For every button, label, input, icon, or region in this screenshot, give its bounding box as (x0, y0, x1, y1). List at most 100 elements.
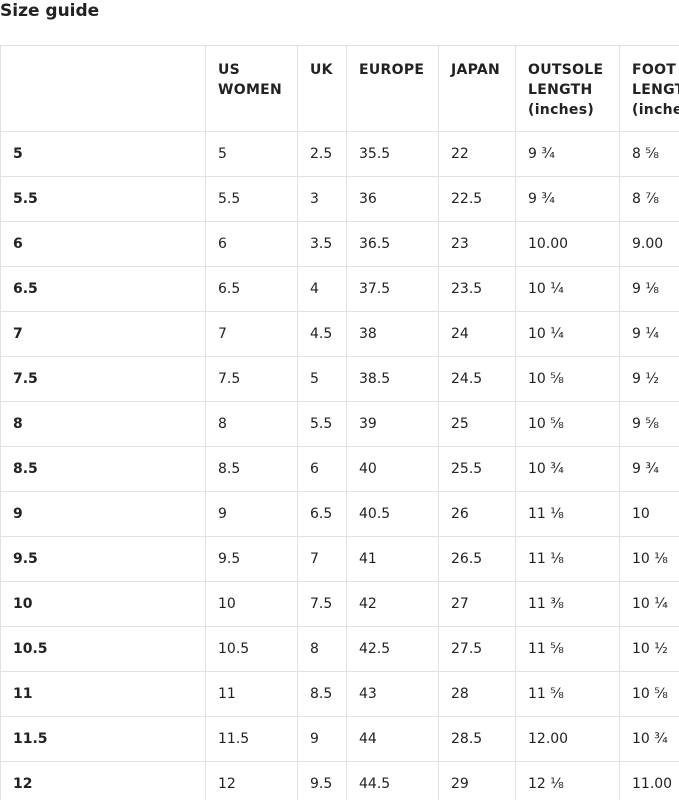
size-cell: 5.5 (0, 176, 206, 222)
table-cell: 22 (438, 131, 516, 177)
table-cell: 6.5 (205, 266, 298, 312)
header-line: UK (310, 62, 333, 78)
table-cell: 6.5 (297, 491, 347, 537)
table-cell: 11 ⅝ (515, 626, 620, 672)
table-cell: 9 (297, 716, 347, 762)
table-cell: 40.5 (346, 491, 439, 537)
table-cell: 9 ⅝ (619, 401, 679, 447)
table-cell: 25.5 (438, 446, 516, 492)
header-line: LENGTH (632, 82, 679, 98)
header-line: FOOT (632, 62, 677, 78)
size-cell: 12 (0, 761, 206, 800)
table-cell: 26.5 (438, 536, 516, 582)
size-cell: 10.5 (0, 626, 206, 672)
table-row: 12 12 9.5 44.5 29 12 ⅛ 11.00 (0, 761, 679, 800)
table-cell: 10 ¼ (619, 581, 679, 627)
table-cell: 41 (346, 536, 439, 582)
table-cell: 3 (297, 176, 347, 222)
header-line: US (218, 62, 241, 78)
table-cell: 42 (346, 581, 439, 627)
table-cell: 4 (297, 266, 347, 312)
size-table: US WOMEN UK EUROPE JAPAN OUTSOLE LENGTH (inches… (0, 45, 679, 800)
table-cell: 23.5 (438, 266, 516, 312)
table-cell: 40 (346, 446, 439, 492)
table-row: 11 11 8.5 43 28 11 ⅝ 10 ⅝ (0, 671, 679, 717)
size-cell: 7.5 (0, 356, 206, 402)
table-cell: 8 (297, 626, 347, 672)
table-cell: 36.5 (346, 221, 439, 267)
table-cell: 4.5 (297, 311, 347, 357)
table-cell: 10 ⅛ (619, 536, 679, 582)
table-row: 9.5 9.5 7 41 26.5 11 ⅛ 10 ⅛ (0, 536, 679, 582)
table-cell: 36 (346, 176, 439, 222)
table-cell: 29 (438, 761, 516, 800)
size-cell: 8 (0, 401, 206, 447)
table-cell: 7 (205, 311, 298, 357)
table-cell: 11 ⅜ (515, 581, 620, 627)
size-cell: 11 (0, 671, 206, 717)
table-cell: 28.5 (438, 716, 516, 762)
table-cell: 10 ¼ (515, 266, 620, 312)
header-line: LENGTH (528, 82, 593, 98)
table-cell: 39 (346, 401, 439, 447)
size-cell: 11.5 (0, 716, 206, 762)
table-cell: 5.5 (205, 176, 298, 222)
table-cell: 10 (619, 491, 679, 537)
table-cell: 25 (438, 401, 516, 447)
table-cell: 9 ⅛ (619, 266, 679, 312)
table-cell: 22.5 (438, 176, 516, 222)
table-cell: 10 ¼ (515, 311, 620, 357)
table-cell: 11 ⅛ (515, 536, 620, 582)
column-header: FOOT LENGTH (inches) (619, 45, 679, 132)
table-cell: 10 ⅝ (515, 356, 620, 402)
table-cell: 11 (205, 671, 298, 717)
table-cell: 8 (205, 401, 298, 447)
column-header: OUTSOLE LENGTH (inches) (515, 45, 620, 132)
table-cell: 38.5 (346, 356, 439, 402)
size-cell: 5 (0, 131, 206, 177)
size-cell: 6 (0, 221, 206, 267)
table-cell: 42.5 (346, 626, 439, 672)
table-cell: 11.5 (205, 716, 298, 762)
table-cell: 6 (205, 221, 298, 267)
table-cell: 5 (297, 356, 347, 402)
page-title: Size guide (0, 1, 100, 21)
table-cell: 10 ⅝ (619, 671, 679, 717)
size-cell: 6.5 (0, 266, 206, 312)
table-cell: 23 (438, 221, 516, 267)
table-cell: 9.5 (205, 536, 298, 582)
table-cell: 9 ¾ (619, 446, 679, 492)
table-cell: 9 ¼ (619, 311, 679, 357)
column-header (0, 45, 206, 132)
table-cell: 37.5 (346, 266, 439, 312)
header-line: WOMEN (218, 82, 283, 98)
table-cell: 27.5 (438, 626, 516, 672)
table-cell: 8 ⅝ (619, 131, 679, 177)
table-cell: 7.5 (205, 356, 298, 402)
table-cell: 10 ½ (619, 626, 679, 672)
size-cell: 7 (0, 311, 206, 357)
size-cell: 10 (0, 581, 206, 627)
table-cell: 9 ¾ (515, 176, 620, 222)
table-cell: 12 (205, 761, 298, 800)
table-cell: 10 ¾ (515, 446, 620, 492)
table-cell: 10 ¾ (619, 716, 679, 762)
table-row: 9 9 6.5 40.5 26 11 ⅛ 10 (0, 491, 679, 537)
table-cell: 10.5 (205, 626, 298, 672)
table-cell: 11 ⅝ (515, 671, 620, 717)
table-cell: 24.5 (438, 356, 516, 402)
table-cell: 5 (205, 131, 298, 177)
table-cell: 35.5 (346, 131, 439, 177)
table-cell: 8.5 (297, 671, 347, 717)
table-cell: 11.00 (619, 761, 679, 800)
header-row: US WOMEN UK EUROPE JAPAN OUTSOLE LENGTH (inches… (0, 45, 679, 132)
table-row: 10.5 10.5 8 42.5 27.5 11 ⅝ 10 ½ (0, 626, 679, 672)
table-cell: 44.5 (346, 761, 439, 800)
header-line: (inches) (528, 102, 595, 118)
